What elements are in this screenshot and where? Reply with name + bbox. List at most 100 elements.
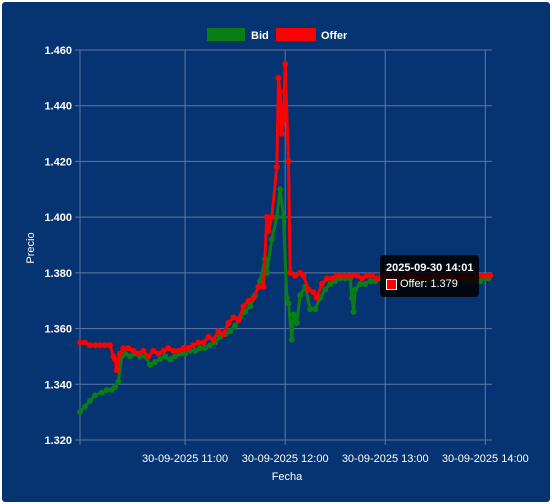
data-point-bid[interactable] xyxy=(362,281,369,287)
data-point-bid[interactable] xyxy=(288,336,295,343)
data-point-offer[interactable] xyxy=(240,303,247,310)
data-point-bid[interactable] xyxy=(283,294,290,301)
data-point-offer[interactable] xyxy=(175,347,182,354)
data-point-offer[interactable] xyxy=(323,275,330,282)
data-point-offer[interactable] xyxy=(185,345,192,352)
data-point-bid[interactable] xyxy=(197,345,204,352)
data-point-offer[interactable] xyxy=(225,320,232,326)
data-point-offer[interactable] xyxy=(155,350,162,357)
data-point-bid[interactable] xyxy=(367,278,374,285)
data-point-bid[interactable] xyxy=(232,322,239,329)
data-point-bid[interactable] xyxy=(357,281,364,287)
data-point-bid[interactable] xyxy=(115,378,122,385)
data-point-offer[interactable] xyxy=(333,272,340,279)
data-point-offer[interactable] xyxy=(120,345,127,352)
data-point-bid[interactable] xyxy=(312,306,319,313)
data-point-offer[interactable] xyxy=(125,345,132,352)
data-point-offer[interactable] xyxy=(300,272,307,279)
data-point-bid[interactable] xyxy=(202,345,209,352)
data-point-bid[interactable] xyxy=(307,306,314,313)
data-point-offer[interactable] xyxy=(278,130,285,137)
data-point-bid[interactable] xyxy=(77,409,83,416)
data-point-bid[interactable] xyxy=(207,342,214,349)
data-point-offer[interactable] xyxy=(273,164,280,170)
data-point-bid[interactable] xyxy=(257,278,264,285)
data-point-offer[interactable] xyxy=(220,331,227,338)
data-point-offer[interactable] xyxy=(113,367,120,374)
data-point-offer[interactable] xyxy=(140,347,147,354)
data-point-offer[interactable] xyxy=(145,353,152,360)
data-point-offer[interactable] xyxy=(277,88,284,95)
data-point-offer[interactable] xyxy=(263,214,270,221)
data-point-offer[interactable] xyxy=(160,347,167,354)
data-point-offer[interactable] xyxy=(205,333,212,340)
data-point-bid[interactable] xyxy=(273,214,280,221)
data-point-offer[interactable] xyxy=(102,342,108,349)
data-point-bid[interactable] xyxy=(277,186,284,193)
data-point-bid[interactable] xyxy=(147,361,154,368)
data-point-bid[interactable] xyxy=(352,286,359,293)
data-point-bid[interactable] xyxy=(98,389,105,396)
data-point-bid[interactable] xyxy=(167,356,174,363)
data-point-offer[interactable] xyxy=(487,272,494,279)
data-point-bid[interactable] xyxy=(268,236,275,243)
data-point-offer[interactable] xyxy=(287,269,294,276)
data-point-bid[interactable] xyxy=(87,398,93,404)
data-point-offer[interactable] xyxy=(245,297,252,304)
data-point-bid[interactable] xyxy=(112,384,118,391)
data-point-offer[interactable] xyxy=(77,339,83,346)
data-point-bid[interactable] xyxy=(290,311,297,318)
data-point-bid[interactable] xyxy=(82,403,88,410)
data-point-bid[interactable] xyxy=(122,350,128,357)
data-point-offer[interactable] xyxy=(313,294,320,301)
data-point-offer[interactable] xyxy=(363,272,370,279)
data-point-offer[interactable] xyxy=(255,283,262,290)
data-point-offer[interactable] xyxy=(92,342,98,349)
data-point-offer[interactable] xyxy=(348,272,355,279)
data-point-offer[interactable] xyxy=(210,336,217,343)
data-point-bid[interactable] xyxy=(350,308,357,315)
data-point-bid[interactable] xyxy=(192,347,199,354)
data-point-offer[interactable] xyxy=(135,350,142,357)
data-point-offer[interactable] xyxy=(479,272,485,279)
data-point-bid[interactable] xyxy=(293,320,300,326)
data-point-bid[interactable] xyxy=(348,294,355,301)
data-point-bid[interactable] xyxy=(285,300,292,307)
data-point-offer[interactable] xyxy=(285,158,292,165)
data-point-offer[interactable] xyxy=(87,342,93,349)
data-point-bid[interactable] xyxy=(103,386,110,393)
data-point-bid[interactable] xyxy=(280,214,287,221)
data-point-offer[interactable] xyxy=(305,286,312,293)
data-point-bid[interactable] xyxy=(92,392,98,399)
data-point-offer[interactable] xyxy=(328,275,335,282)
data-point-offer[interactable] xyxy=(275,74,282,81)
data-point-offer[interactable] xyxy=(97,342,103,349)
data-point-offer[interactable] xyxy=(130,347,137,354)
data-point-offer[interactable] xyxy=(260,283,267,290)
data-point-offer[interactable] xyxy=(292,272,299,279)
data-point-offer[interactable] xyxy=(82,339,88,346)
data-point-bid[interactable] xyxy=(322,286,329,293)
data-point-bid[interactable] xyxy=(297,292,304,299)
data-point-offer[interactable] xyxy=(107,342,113,349)
data-point-offer[interactable] xyxy=(112,356,118,363)
data-point-offer[interactable] xyxy=(280,116,287,123)
data-point-offer[interactable] xyxy=(343,272,350,279)
data-point-offer[interactable] xyxy=(215,328,222,335)
data-point-bid[interactable] xyxy=(172,353,179,360)
data-point-offer[interactable] xyxy=(338,272,345,279)
data-point-bid[interactable] xyxy=(182,350,189,357)
data-point-offer[interactable] xyxy=(195,339,202,346)
data-point-offer[interactable] xyxy=(250,294,257,301)
data-point-offer[interactable] xyxy=(235,317,242,324)
data-point-bid[interactable] xyxy=(162,353,169,360)
data-point-offer[interactable] xyxy=(282,60,289,67)
data-point-bid[interactable] xyxy=(227,328,234,335)
legend-item-bid[interactable]: Bid xyxy=(207,28,269,42)
data-point-offer[interactable] xyxy=(268,214,275,221)
data-point-offer[interactable] xyxy=(358,275,365,282)
data-point-bid[interactable] xyxy=(127,353,133,360)
data-point-offer[interactable] xyxy=(117,350,123,357)
data-point-offer[interactable] xyxy=(373,275,380,282)
data-point-offer[interactable] xyxy=(353,272,360,279)
